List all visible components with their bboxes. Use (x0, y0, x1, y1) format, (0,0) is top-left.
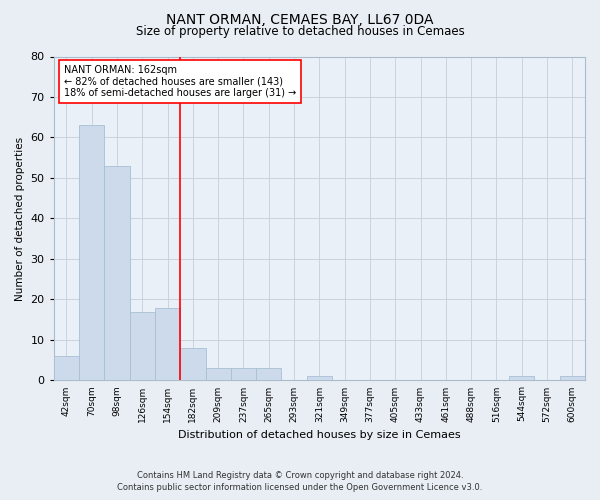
Text: NANT ORMAN: 162sqm
← 82% of detached houses are smaller (143)
18% of semi-detach: NANT ORMAN: 162sqm ← 82% of detached hou… (64, 64, 296, 98)
Bar (256, 368, 281, 380)
Bar (509, 376, 535, 380)
Y-axis label: Number of detached properties: Number of detached properties (15, 136, 25, 300)
Bar (54, 356, 79, 380)
Bar (206, 368, 231, 380)
Text: Contains HM Land Registry data © Crown copyright and database right 2024.
Contai: Contains HM Land Registry data © Crown c… (118, 471, 482, 492)
Bar (79, 126, 104, 380)
Bar (155, 308, 180, 380)
X-axis label: Distribution of detached houses by size in Cemaes: Distribution of detached houses by size … (178, 430, 461, 440)
Bar (307, 376, 332, 380)
Bar (130, 312, 155, 380)
Bar (104, 166, 130, 380)
Bar (560, 376, 585, 380)
Text: NANT ORMAN, CEMAES BAY, LL67 0DA: NANT ORMAN, CEMAES BAY, LL67 0DA (166, 12, 434, 26)
Bar (180, 348, 206, 380)
Bar (231, 368, 256, 380)
Text: Size of property relative to detached houses in Cemaes: Size of property relative to detached ho… (136, 25, 464, 38)
